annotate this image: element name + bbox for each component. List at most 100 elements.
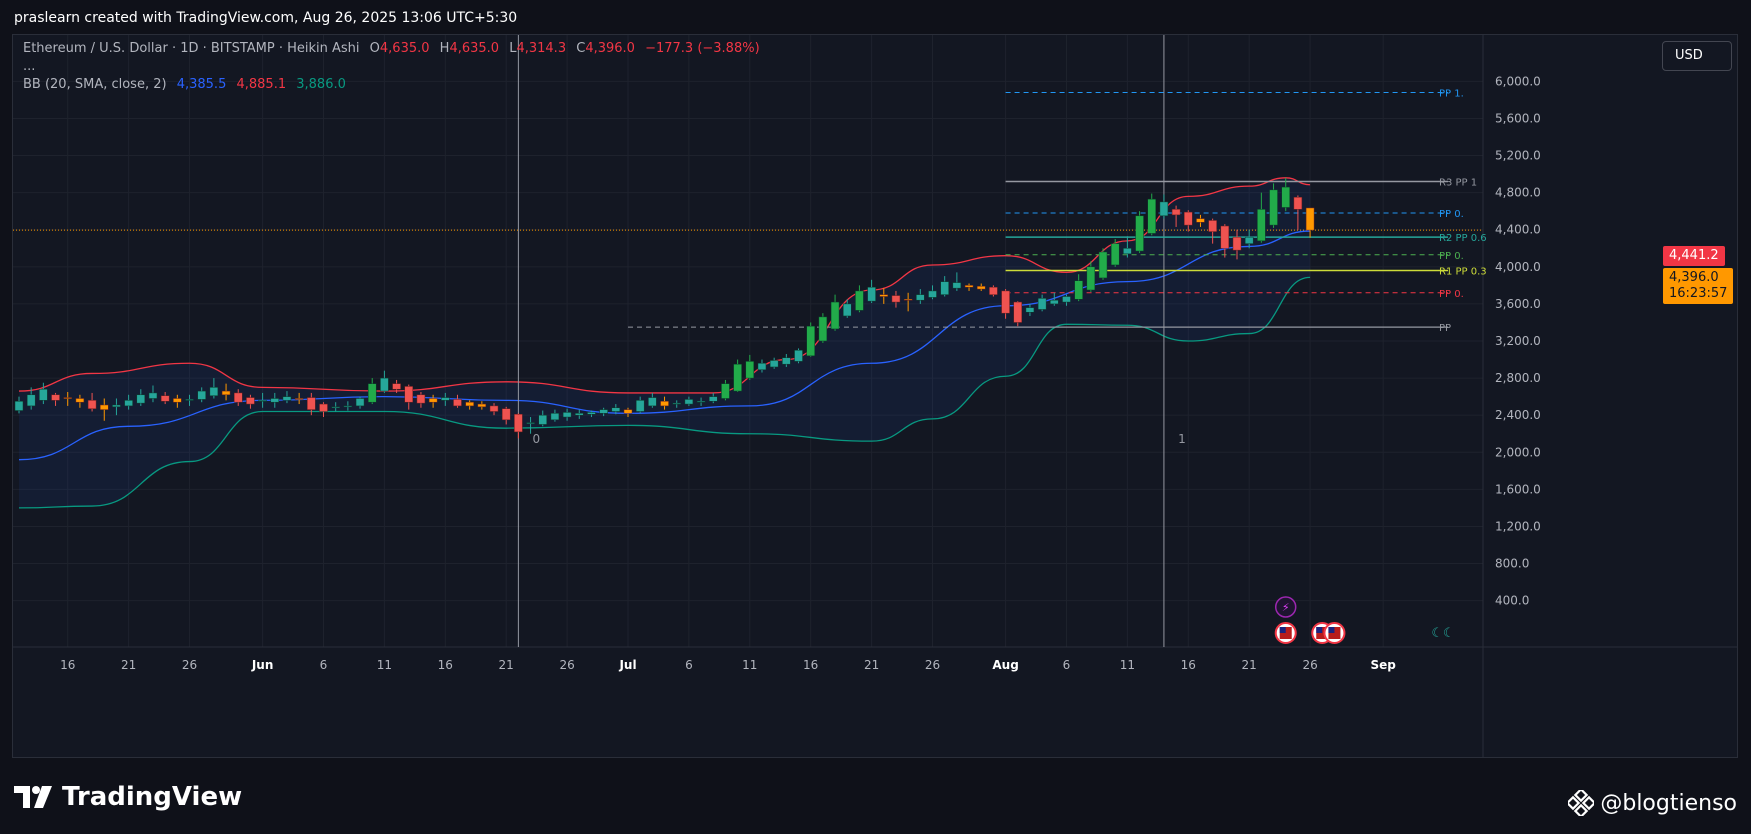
candle-body <box>635 400 645 412</box>
price-chart[interactable]: 400.0 800.0 1,200.0 1,600.0 2,000.0 2,400.0 2,… <box>13 35 1737 757</box>
candle-body <box>1123 248 1132 255</box>
candle-body <box>1110 243 1120 266</box>
candle-body <box>112 404 121 408</box>
candle-body <box>818 316 828 342</box>
y-tick-label: 800.0 <box>1495 557 1529 571</box>
candle-body <box>501 408 511 421</box>
open-value: 4,635.0 <box>379 41 430 56</box>
low-value: 4,314.3 <box>516 41 567 56</box>
x-tick-label: 21 <box>499 658 514 672</box>
bb-fill <box>19 177 1311 508</box>
candle-body <box>526 422 535 424</box>
candle-body <box>294 398 304 400</box>
x-tick-label: Aug <box>992 658 1018 672</box>
x-tick-label: 16 <box>803 658 818 672</box>
y-tick-label: 5,200.0 <box>1495 149 1541 163</box>
currency-button[interactable]: USD <box>1662 41 1732 71</box>
bb-upper-value: 4,885.1 <box>236 77 287 92</box>
lightning-glyph: ⚡ <box>1282 601 1290 614</box>
x-tick-label: 16 <box>1181 658 1196 672</box>
pivot-label: PP 1. <box>1439 88 1464 99</box>
y-tick-label: 4,800.0 <box>1495 186 1541 200</box>
x-tick-label: Jul <box>618 658 636 672</box>
candle-body <box>794 350 803 362</box>
candle-body <box>672 402 681 405</box>
open-label: O <box>369 41 380 56</box>
bb-lower-value: 3,886.0 <box>296 77 346 92</box>
candle-body <box>1257 209 1266 242</box>
y-tick-label: 2,800.0 <box>1495 371 1541 385</box>
candle-body <box>258 400 267 402</box>
symbol-name: Ethereum / U.S. Dollar · 1D · BITSTAMP ·… <box>23 41 360 56</box>
candle-body <box>757 363 767 370</box>
candle-body <box>1098 251 1108 279</box>
y-tick-label: 3,200.0 <box>1495 334 1541 348</box>
candle-body <box>1050 299 1059 305</box>
pivot-label: R3 PP 1 <box>1439 178 1477 189</box>
candle-body <box>331 406 340 409</box>
candle-body <box>477 403 487 408</box>
pivot-label: PP <box>1439 323 1451 334</box>
candle-body <box>1184 211 1193 226</box>
candle-body <box>1001 290 1010 314</box>
candle-body <box>587 412 596 415</box>
last-price-value: 4,396.0 <box>1669 270 1719 285</box>
candle-body <box>782 357 791 365</box>
candle-body <box>355 398 365 407</box>
candle-body <box>623 409 633 414</box>
candle-body <box>1135 215 1144 252</box>
candle-body <box>489 405 499 412</box>
legend-more-dots[interactable]: ... <box>23 59 36 74</box>
bb-legend[interactable]: BB (20, SMA, close, 2) 4,385.5 4,885.1 3… <box>23 77 346 92</box>
candle-body <box>343 405 353 408</box>
last-price-badge: 4,396.0 16:23:57 <box>1663 268 1734 304</box>
candle-body <box>1293 197 1303 210</box>
x-tick-label: 11 <box>1120 658 1135 672</box>
candle-body <box>769 360 779 368</box>
candle-body <box>964 285 974 288</box>
lightning-icon <box>1274 596 1297 618</box>
candle-body <box>26 394 36 407</box>
candle-body <box>709 396 718 402</box>
candle-body <box>976 286 986 290</box>
candle-body <box>367 383 377 403</box>
candle-body <box>916 294 925 301</box>
candle-body <box>197 390 206 400</box>
close-label: C <box>576 41 586 56</box>
candle-body <box>75 398 85 403</box>
tradingview-brand[interactable]: TradingView <box>14 782 242 812</box>
candle-body <box>1305 207 1315 231</box>
candle-body <box>1013 301 1023 323</box>
x-tick-label: 21 <box>1242 658 1257 672</box>
candle-body <box>514 414 523 433</box>
x-tick-label: 11 <box>377 658 392 672</box>
candle-body <box>380 377 389 392</box>
y-tick-label: 4,400.0 <box>1495 223 1541 237</box>
candle-body <box>233 392 243 403</box>
candle-body <box>855 290 864 311</box>
candle-body <box>1208 220 1217 232</box>
chart-frame[interactable]: 400.0 800.0 1,200.0 1,600.0 2,000.0 2,400.0 2,… <box>12 34 1738 758</box>
x-tick-label: 6 <box>685 658 693 672</box>
us-flag-canton <box>1316 627 1323 633</box>
candle-body <box>1232 236 1242 251</box>
candle-body <box>538 414 547 425</box>
candle-body <box>1062 296 1071 303</box>
candle-body <box>100 404 109 410</box>
symbol-legend[interactable]: Ethereum / U.S. Dollar · 1D · BITSTAMP ·… <box>23 41 760 56</box>
x-tick-label: 26 <box>182 658 197 672</box>
y-tick-label: 2,000.0 <box>1495 445 1541 459</box>
x-tick-label: 6 <box>1063 658 1071 672</box>
candle-body <box>1147 198 1156 234</box>
candle-body <box>733 363 742 392</box>
candle-body <box>806 325 815 357</box>
candle-body <box>1074 280 1083 300</box>
candle-body <box>611 407 621 412</box>
candle-body <box>1281 186 1290 208</box>
vertical-marker-label: 1 <box>1178 432 1186 446</box>
candle-body <box>51 394 60 401</box>
candle-body <box>221 390 231 396</box>
us-flag-canton <box>1279 627 1286 633</box>
y-tick-label: 4,000.0 <box>1495 260 1541 274</box>
low-label: L <box>509 41 517 56</box>
